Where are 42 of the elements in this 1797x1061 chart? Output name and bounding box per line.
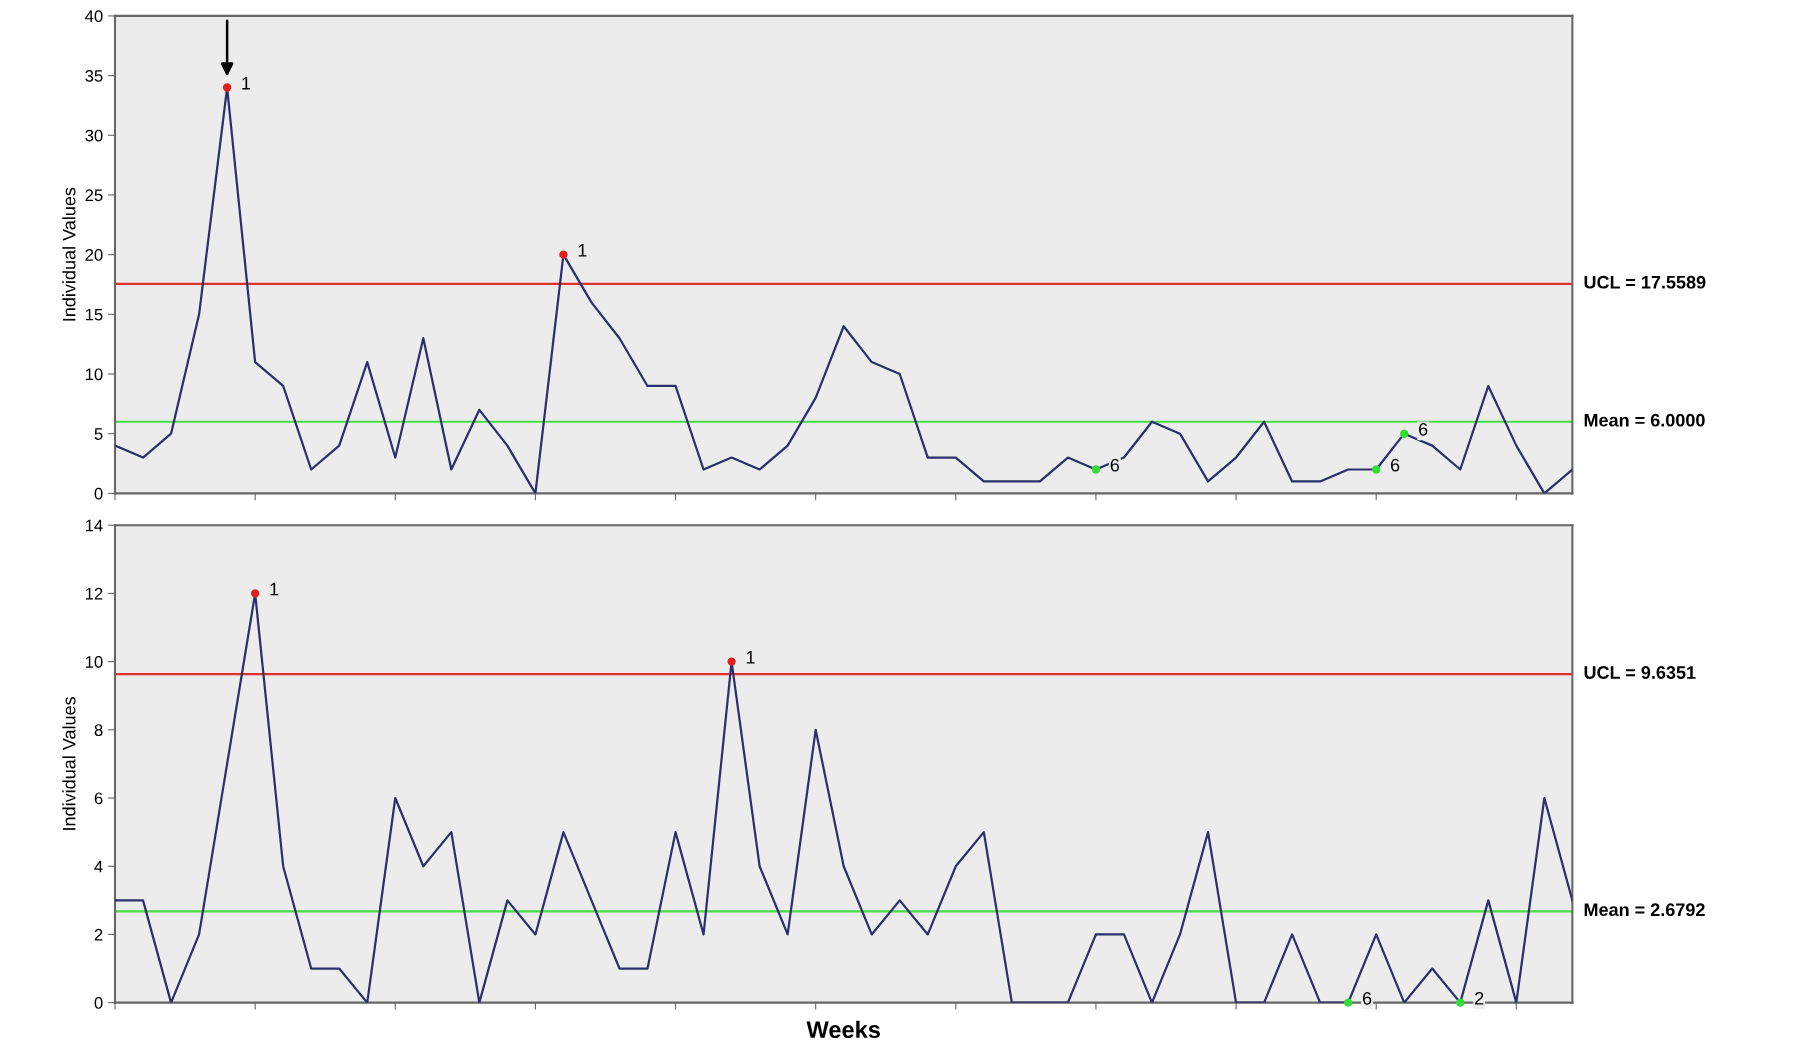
y-tick-label: 2 [94,928,103,941]
annotation: 6 [1419,422,1428,436]
y-tick-label: 15 [85,308,103,321]
point [250,589,260,598]
annotation: 1 [270,582,279,596]
annotation: 1 [242,77,251,90]
y-tick-label: 25 [85,189,103,202]
y-tick-label: 4 [94,860,103,873]
y-tick-label: 35 [85,70,103,82]
y-tick-label: 14 [85,519,103,532]
y-tick-label: 10 [85,368,103,381]
point [559,250,568,259]
y-tick-label: 8 [94,724,103,737]
ref-line-label: UCL = 9.6351 [1584,666,1696,679]
annotation: 6 [1391,458,1400,472]
y-tick-label: 0 [94,487,103,500]
y-axis-title: Individual Values [62,696,76,830]
y-axis-title: Individual Values [62,187,76,321]
point [1400,429,1409,438]
point [727,657,736,666]
point [1091,465,1101,474]
y-tick-label: 12 [85,587,103,600]
y-tick-label: 30 [85,129,103,142]
ref-line-label: Mean = 2.6792 [1584,903,1705,917]
annotation: 2 [1475,991,1484,1005]
annotation: 1 [578,244,587,257]
x-axis-title: Weeks [806,1020,880,1039]
y-tick-label: 20 [85,249,103,261]
point [1343,998,1353,1007]
y-tick-label: 5 [94,428,103,440]
y-tick-label: 40 [85,10,103,23]
ref-line-label: UCL = 17.5589 [1584,275,1706,289]
y-tick-label: 0 [94,997,103,1009]
annotation: 6 [1110,458,1120,472]
y-tick-label: 6 [94,792,103,805]
point [1456,998,1465,1007]
y-tick-label: 10 [85,656,103,668]
ref-line-label: Mean = 6.0000 [1584,413,1705,427]
annotation: 1 [746,651,755,664]
point [1372,465,1381,474]
annotation: 6 [1362,991,1372,1005]
point [222,83,232,92]
